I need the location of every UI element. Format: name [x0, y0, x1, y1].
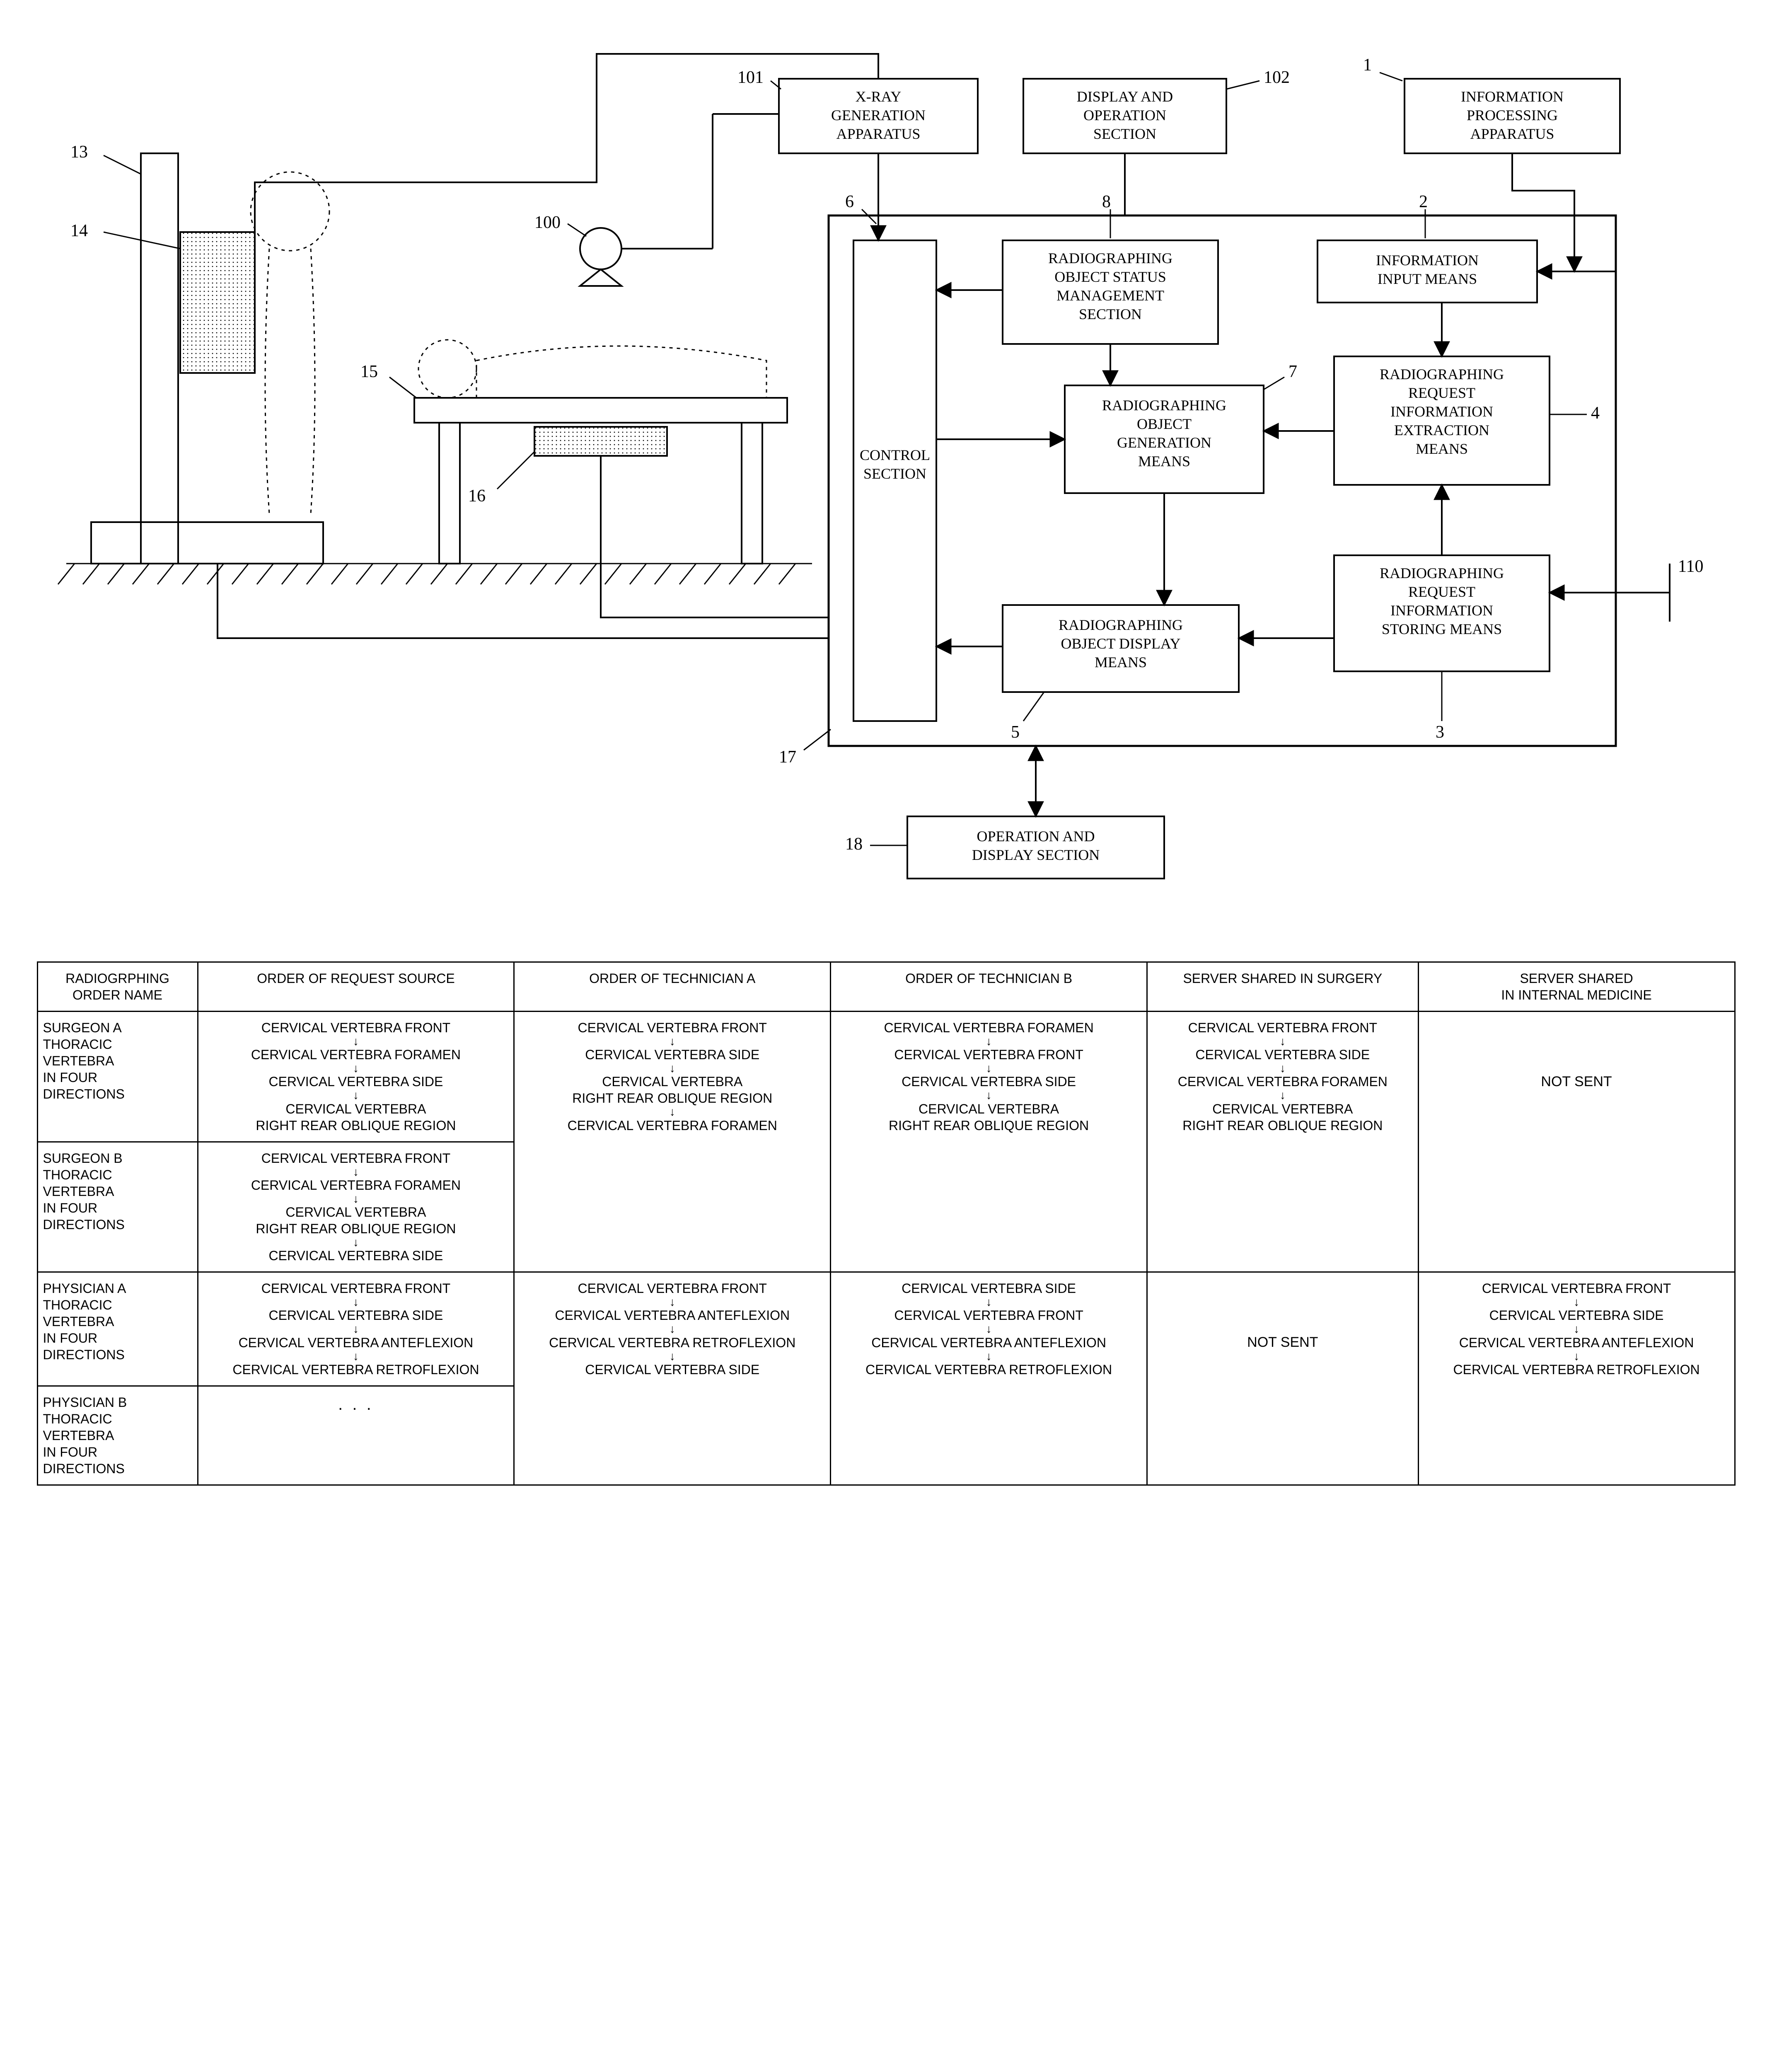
svg-text:INFORMATION: INFORMATION [1390, 403, 1493, 420]
box-control: CONTROL SECTION 6 [845, 192, 936, 721]
row-physician-a: PHYSICIAN A THORACIC VERTEBRA IN FOUR DI… [37, 1272, 198, 1386]
cell-surg-server-surg: CERVICAL VERTEBRA FRONT↓CERVICAL VERTEBR… [1147, 1012, 1418, 1272]
svg-text:GENERATION: GENERATION [1117, 434, 1211, 451]
label-18: 18 [845, 835, 863, 854]
svg-text:OBJECT DISPLAY: OBJECT DISPLAY [1061, 635, 1180, 652]
label-6: 6 [845, 192, 854, 211]
label-3: 3 [1436, 723, 1444, 742]
svg-text:RADIOGRAPHING: RADIOGRAPHING [1059, 617, 1183, 633]
label-13: 13 [70, 143, 88, 162]
col-server-surgery: SERVER SHARED IN SURGERY [1147, 962, 1418, 1012]
xray-source-icon: 100 [534, 114, 779, 286]
cell-surgA-src: CERVICAL VERTEBRA FRONT↓CERVICAL VERTEBR… [198, 1012, 514, 1142]
svg-text:PROCESSING: PROCESSING [1467, 107, 1558, 123]
row-surgeon-b: SURGEON B THORACIC VERTEBRA IN FOUR DIRE… [37, 1142, 198, 1272]
vertical-stand: 13 14 [70, 143, 329, 564]
svg-text:DISPLAY AND: DISPLAY AND [1077, 88, 1173, 105]
svg-text:RADIOGRAPHING: RADIOGRAPHING [1048, 250, 1172, 266]
col-request-source: ORDER OF REQUEST SOURCE [198, 962, 514, 1012]
svg-text:EXTRACTION: EXTRACTION [1394, 422, 1489, 438]
cell-phys-techA: CERVICAL VERTEBRA FRONT↓CERVICAL VERTEBR… [514, 1272, 831, 1485]
cell-physB-src: . . . [198, 1386, 514, 1485]
col-order-name: RADIOGRPHING ORDER NAME [37, 962, 198, 1012]
row-physician-b: PHYSICIAN B THORACIC VERTEBRA IN FOUR DI… [37, 1386, 198, 1485]
ground-hatch [58, 564, 812, 584]
cell-phys-server-surg: NOT SENT [1147, 1272, 1418, 1485]
system-block-diagram: 13 14 15 16 100 X- [17, 17, 1715, 928]
svg-text:INFORMATION: INFORMATION [1390, 602, 1493, 619]
label-8: 8 [1102, 192, 1111, 211]
svg-text:APPARATUS: APPARATUS [836, 126, 921, 142]
svg-text:OPERATION AND: OPERATION AND [977, 828, 1095, 845]
label-15: 15 [360, 362, 378, 381]
cell-surgB-src: CERVICAL VERTEBRA FRONT↓CERVICAL VERTEBR… [198, 1142, 514, 1272]
svg-text:MEANS: MEANS [1095, 654, 1147, 670]
svg-text:SECTION: SECTION [1079, 306, 1142, 322]
label-101: 101 [737, 68, 764, 87]
label-102: 102 [1264, 68, 1290, 87]
box-req-store: RADIOGRAPHING REQUEST INFORMATION STORIN… [1334, 555, 1550, 742]
svg-text:MANAGEMENT: MANAGEMENT [1056, 287, 1164, 304]
label-4: 4 [1591, 404, 1600, 423]
label-100: 100 [534, 213, 561, 232]
box-obj-gen: RADIOGRAPHING OBJECT GENERATION MEANS 7 [1065, 362, 1297, 493]
label-14: 14 [70, 221, 88, 240]
ext-110: 110 [1616, 557, 1703, 622]
svg-text:SECTION: SECTION [1093, 126, 1156, 142]
row-surgeon-a: SURGEON A THORACIC VERTEBRA IN FOUR DIRE… [37, 1012, 198, 1142]
box-display-op: DISPLAY AND OPERATION SECTION 102 [1023, 68, 1290, 153]
svg-text:INFORMATION: INFORMATION [1376, 252, 1479, 269]
label-16: 16 [468, 487, 486, 506]
svg-text:RADIOGRAPHING: RADIOGRAPHING [1380, 565, 1504, 581]
svg-text:REQUEST: REQUEST [1408, 385, 1475, 401]
box-info-proc: INFORMATION PROCESSING APPARATUS 1 [1363, 56, 1620, 153]
svg-text:RADIOGRAPHING: RADIOGRAPHING [1102, 397, 1226, 414]
col-tech-a: ORDER OF TECHNICIAN A [514, 962, 831, 1012]
svg-text:GENERATION: GENERATION [831, 107, 926, 123]
svg-text:REQUEST: REQUEST [1408, 583, 1475, 600]
box-obj-display: RADIOGRAPHING OBJECT DISPLAY MEANS 5 [1003, 605, 1239, 742]
cell-phys-server-int: CERVICAL VERTEBRA FRONT↓CERVICAL VERTEBR… [1418, 1272, 1735, 1485]
svg-text:X-RAY: X-RAY [856, 88, 902, 105]
svg-text:RADIOGRAPHING: RADIOGRAPHING [1380, 366, 1504, 382]
svg-text:OBJECT: OBJECT [1137, 416, 1192, 432]
label-7: 7 [1289, 362, 1297, 381]
order-table: RADIOGRPHING ORDER NAME ORDER OF REQUEST… [37, 961, 1736, 1486]
label-2: 2 [1419, 192, 1428, 211]
label-110: 110 [1678, 557, 1703, 576]
cell-surg-techB: CERVICAL VERTEBRA FORAMEN↓CERVICAL VERTE… [831, 1012, 1147, 1272]
svg-text:MEANS: MEANS [1416, 441, 1468, 457]
exam-table: 15 16 [360, 340, 787, 564]
svg-text:SECTION: SECTION [863, 465, 926, 482]
box-req-extract: RADIOGRAPHING REQUEST INFORMATION EXTRAC… [1334, 356, 1600, 485]
label-17: 17 [779, 748, 796, 767]
svg-text:OPERATION: OPERATION [1083, 107, 1166, 123]
label-5: 5 [1011, 723, 1020, 742]
svg-text:INFORMATION: INFORMATION [1461, 88, 1564, 105]
svg-text:MEANS: MEANS [1138, 453, 1190, 470]
svg-text:OBJECT STATUS: OBJECT STATUS [1054, 269, 1166, 285]
box-info-input: INFORMATION INPUT MEANS 2 [1318, 192, 1537, 303]
svg-text:STORING MEANS: STORING MEANS [1382, 621, 1502, 637]
cell-surg-techA: CERVICAL VERTEBRA FRONT↓CERVICAL VERTEBR… [514, 1012, 831, 1272]
svg-text:CONTROL: CONTROL [860, 447, 930, 463]
svg-text:INPUT MEANS: INPUT MEANS [1378, 271, 1477, 287]
cell-physA-src: CERVICAL VERTEBRA FRONT↓CERVICAL VERTEBR… [198, 1272, 514, 1386]
box-xray: X-RAY GENERATION APPARATUS 101 [737, 68, 978, 153]
cell-phys-techB: CERVICAL VERTEBRA SIDE↓CERVICAL VERTEBRA… [831, 1272, 1147, 1485]
box-op-display: OPERATION AND DISPLAY SECTION 18 [845, 816, 1164, 879]
col-server-internal: SERVER SHARED IN INTERNAL MEDICINE [1418, 962, 1735, 1012]
label-1: 1 [1363, 56, 1372, 75]
col-tech-b: ORDER OF TECHNICIAN B [831, 962, 1147, 1012]
svg-text:APPARATUS: APPARATUS [1470, 126, 1554, 142]
cell-surg-server-int: NOT SENT [1418, 1012, 1735, 1272]
svg-text:DISPLAY SECTION: DISPLAY SECTION [972, 847, 1100, 863]
